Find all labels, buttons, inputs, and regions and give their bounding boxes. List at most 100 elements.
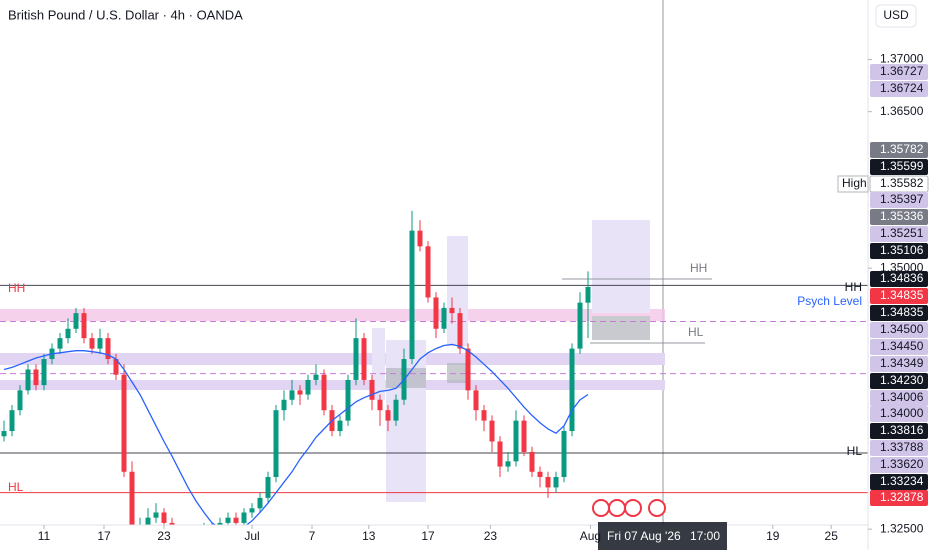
price-tag <box>870 457 928 473</box>
candle-body <box>257 497 263 509</box>
candle-body <box>113 359 119 375</box>
candle-body <box>361 338 367 380</box>
price-tag-label: 1.35782 <box>880 142 924 156</box>
price-tag-label: 1.34349 <box>880 356 924 370</box>
candle-body <box>409 230 415 360</box>
price-tag <box>870 142 928 158</box>
price-tag <box>870 373 928 389</box>
candle-body <box>33 369 39 386</box>
price-tag <box>870 159 928 175</box>
candle-body <box>241 512 247 523</box>
candle-body <box>465 348 471 391</box>
price-tag-name: High <box>842 176 867 190</box>
price-tag-label: 1.35336 <box>880 209 924 223</box>
price-tag <box>870 209 928 225</box>
annotation: HH <box>690 261 707 275</box>
candle-body <box>321 374 327 411</box>
candle-body <box>41 359 47 386</box>
candle-body <box>105 338 111 360</box>
y-tick-label: 1.36500 <box>880 104 924 118</box>
crosshair-date: Fri 07 Aug '26 <box>607 529 681 543</box>
price-tag-label: 1.35582 <box>880 176 924 190</box>
y-tick-label: 1.32500 <box>880 521 924 535</box>
currency[interactable]: USD <box>883 8 909 22</box>
price-tag-label: 1.36727 <box>880 64 924 78</box>
candle-body <box>521 420 527 452</box>
candle-body <box>17 390 23 411</box>
price-tag <box>870 64 928 80</box>
event-icon[interactable] <box>648 499 666 517</box>
price-tag-label: 1.36724 <box>880 81 924 95</box>
price-tag <box>870 390 928 406</box>
price-tag-name-box <box>837 175 869 193</box>
candle-body <box>225 517 231 523</box>
event-icons <box>592 499 666 517</box>
candle-body <box>553 476 559 488</box>
price-tag <box>870 356 928 372</box>
price-tag-label: 1.34450 <box>880 339 924 353</box>
candle-body <box>161 512 167 523</box>
price-tag <box>870 440 928 456</box>
price-tag-label: 1.33620 <box>880 457 924 471</box>
price-tag <box>870 288 928 304</box>
price-tag <box>870 322 928 338</box>
price-tag <box>870 490 928 506</box>
price-tag-label: 1.33816 <box>880 423 924 437</box>
candle-body <box>481 410 487 421</box>
price-tag-label: 1.34500 <box>880 322 924 336</box>
price-tag-label: 1.34000 <box>880 406 924 420</box>
projection <box>592 220 650 313</box>
price-tag-label: 1.34835 <box>880 288 924 302</box>
y-tick-label: 1.37000 <box>880 52 924 66</box>
candle-body <box>305 379 311 395</box>
price-tag-label: 1.34230 <box>880 373 924 387</box>
zone <box>0 380 665 390</box>
currency-button[interactable] <box>875 4 917 28</box>
drawings <box>0 0 712 525</box>
candle-body <box>265 476 271 498</box>
price-tag-label: 1.35106 <box>880 243 924 257</box>
candle-body <box>281 399 287 411</box>
candle-body <box>81 313 87 339</box>
candle-body <box>57 338 63 349</box>
candle-body <box>489 420 495 442</box>
candle-body <box>473 390 479 411</box>
price-tag <box>870 226 928 242</box>
price-tag <box>870 81 928 97</box>
price-tag <box>870 423 928 439</box>
price-tag-label: 1.34836 <box>880 271 924 285</box>
annotation: HL <box>8 480 24 494</box>
candle-body <box>273 410 279 477</box>
candle-body <box>513 420 519 462</box>
candle-body <box>97 338 103 349</box>
candle-body <box>289 390 295 400</box>
annotation: Psych Level <box>797 294 862 308</box>
candle-body <box>577 302 583 349</box>
candle-body <box>425 246 431 298</box>
event-icon[interactable] <box>624 499 642 517</box>
x-tick-label: Aug <box>580 529 601 543</box>
x-tick-label: 7 <box>309 529 316 543</box>
x-tick-label: 17 <box>421 529 435 543</box>
candle-body <box>145 517 151 529</box>
candle-body <box>337 420 343 432</box>
price-tag-label: 1.35397 <box>880 192 924 206</box>
price-tag-label: 1.34835 <box>880 305 924 319</box>
candle-body <box>529 451 535 472</box>
candle-body <box>1 431 7 437</box>
candle-body <box>433 297 439 329</box>
candle-body <box>65 328 71 339</box>
price-tag <box>870 406 928 422</box>
price-tag <box>870 192 928 208</box>
x-tick-label: 23 <box>484 529 498 543</box>
event-icon[interactable] <box>592 499 610 517</box>
candle-body <box>9 410 15 432</box>
annotations: HH HL HH Psych Level HL HH HL <box>8 261 862 494</box>
candle-body <box>121 374 127 472</box>
event-icon[interactable] <box>608 499 626 517</box>
candle-body <box>417 230 423 247</box>
price-tag-label: 1.34006 <box>880 390 924 404</box>
price-tag-label: 1.32878 <box>880 490 924 504</box>
candle-body <box>353 338 359 380</box>
annotation: HH <box>8 281 25 295</box>
